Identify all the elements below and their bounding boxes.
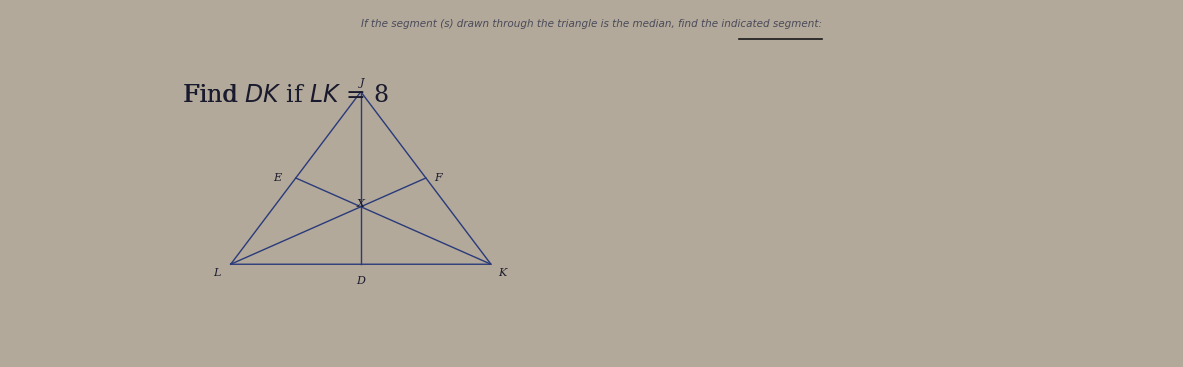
Text: Find: Find — [183, 84, 245, 107]
Text: E: E — [273, 173, 280, 183]
Text: D: D — [356, 276, 366, 286]
Text: Find $DK$ if $LK$ = 8: Find $DK$ if $LK$ = 8 — [183, 84, 389, 107]
Text: L: L — [213, 268, 220, 279]
Text: J: J — [360, 77, 364, 88]
Text: K: K — [499, 268, 506, 279]
Text: X: X — [357, 199, 364, 209]
Text: F: F — [434, 173, 441, 183]
Text: If the segment (s) drawn through the triangle is the median, find the indicated : If the segment (s) drawn through the tri… — [361, 19, 822, 29]
